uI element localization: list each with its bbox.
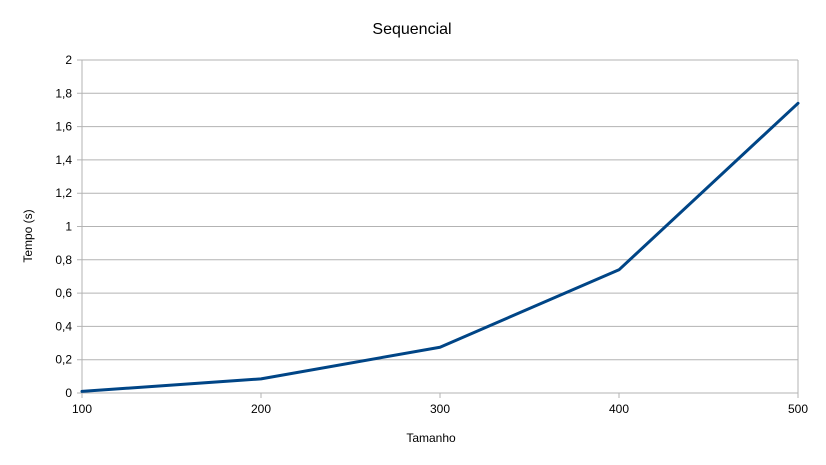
y-tick-label: 1,8 — [55, 86, 72, 100]
y-tick-label: 0 — [65, 386, 72, 400]
chart-title: Sequencial — [372, 21, 451, 38]
y-tick-label: 1,2 — [55, 186, 72, 200]
y-axis-ticks: 0 0,2 0,4 0,6 0,8 1 1,2 1,4 1,6 1,8 2 — [55, 53, 72, 400]
x-tick-label: 100 — [72, 402, 92, 416]
y-tick-label: 0,4 — [55, 319, 72, 333]
y-tick-label: 0,8 — [55, 253, 72, 267]
y-tick-label: 0,6 — [55, 286, 72, 300]
y-tick-label: 1 — [65, 220, 72, 234]
y-tick-label: 2 — [65, 53, 72, 67]
data-point — [796, 102, 800, 105]
y-tick-label: 1,4 — [55, 153, 72, 167]
y-tick-label: 0,2 — [55, 353, 72, 367]
x-tick-label: 500 — [788, 402, 808, 416]
y-axis-title: Tempo (s) — [21, 209, 35, 262]
x-tick-label: 400 — [609, 402, 629, 416]
gridlines — [77, 59, 799, 398]
x-tick-label: 300 — [430, 402, 450, 416]
y-tick-label: 1,6 — [55, 120, 72, 134]
data-point — [80, 390, 84, 393]
x-axis-ticks: 100 200 300 400 500 — [72, 393, 808, 416]
x-tick-label: 200 — [251, 402, 271, 416]
data-point — [259, 377, 263, 381]
series-group — [80, 101, 800, 393]
data-point — [617, 268, 621, 271]
x-axis-title: Tamanho — [406, 431, 456, 445]
data-point — [438, 346, 442, 349]
